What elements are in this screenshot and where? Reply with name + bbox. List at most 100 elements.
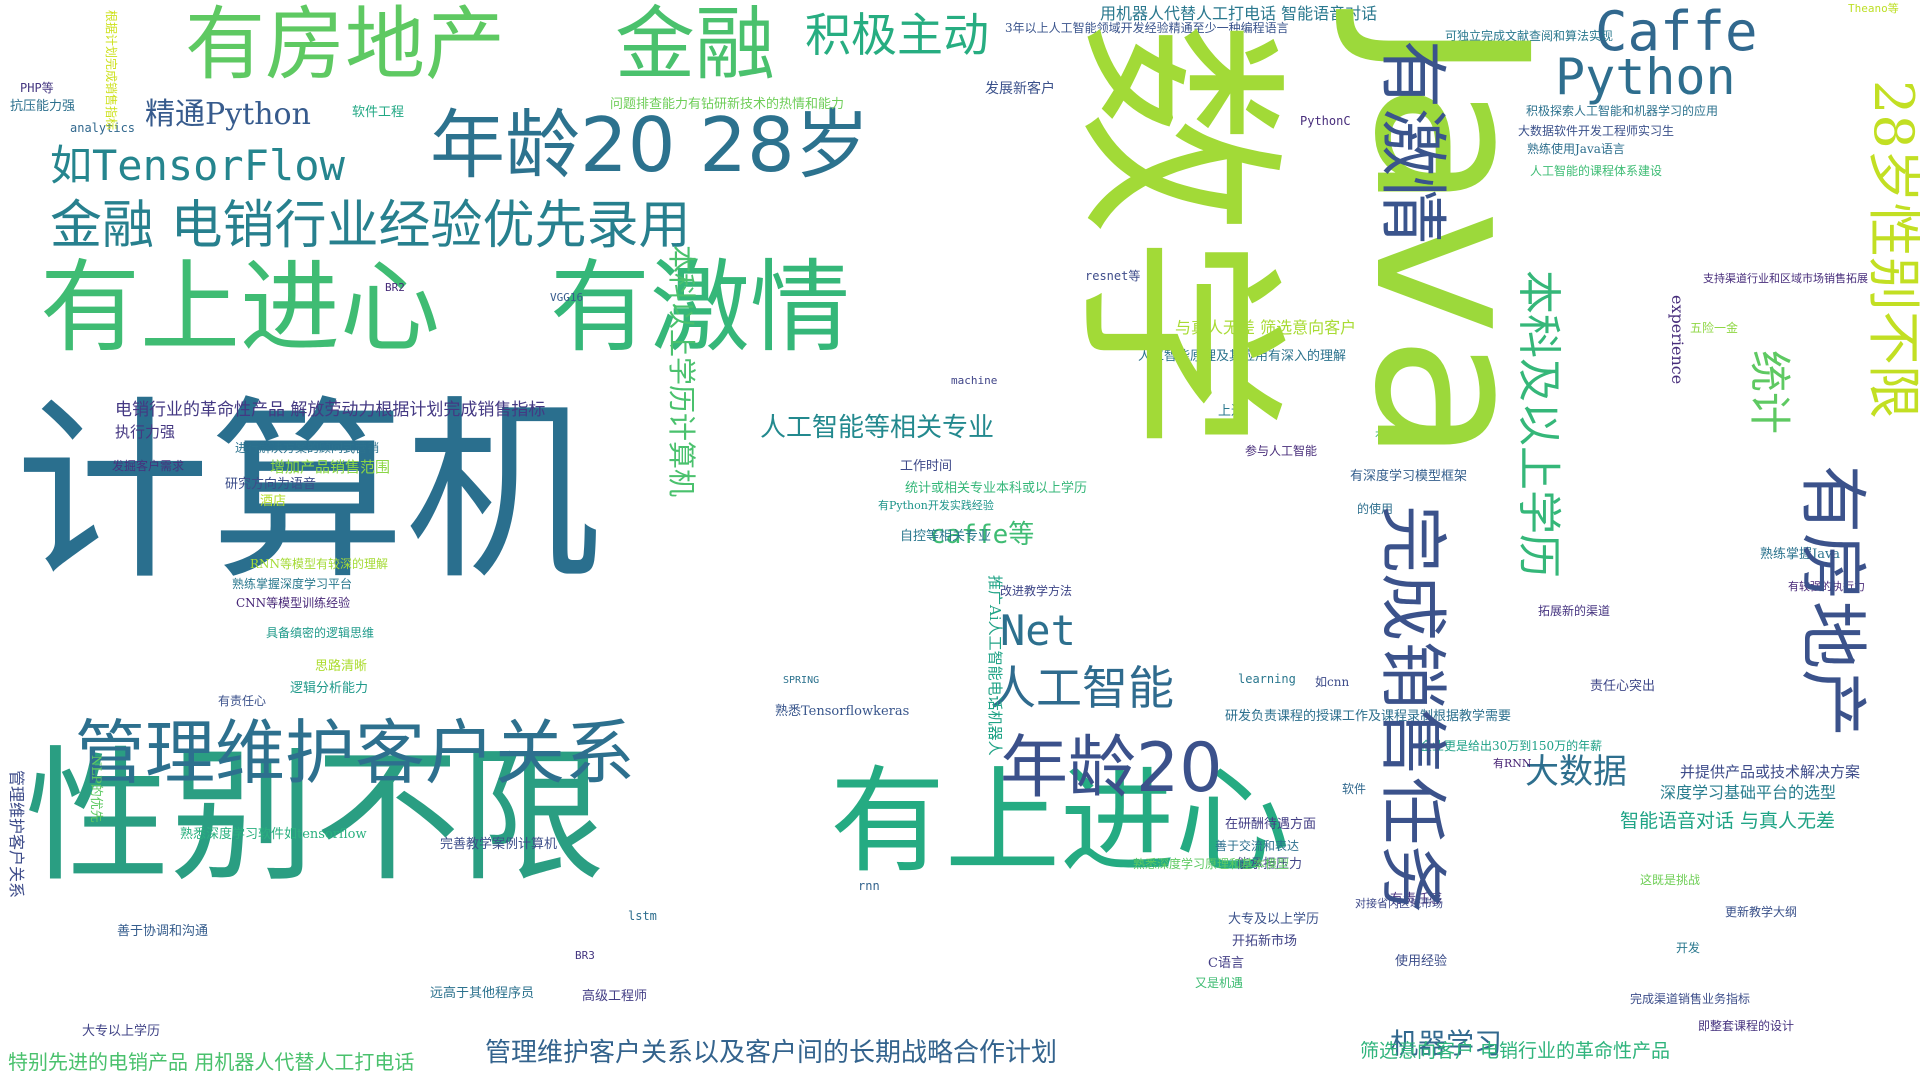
- word-tiny: 改进教学方法: [1000, 584, 1073, 598]
- word-tiny: rnn: [858, 879, 880, 893]
- word-medium: 金融: [615, 0, 775, 91]
- word-tiny: 熟悉Tensorflowkeras: [775, 704, 910, 719]
- word-tiny: 工作时间: [900, 459, 953, 474]
- word-tiny: 善于协调和沟通: [117, 924, 209, 939]
- word-tiny: 责任心突出: [1590, 679, 1656, 694]
- word-medium: 年龄20: [1000, 729, 1223, 808]
- word-tiny: 增加产品销售范围: [270, 458, 391, 476]
- word-small: 机器学习: [1390, 1027, 1503, 1060]
- word-tiny: 3年以上人工智能领域开发经验精通至少一种编程语言: [1005, 21, 1289, 35]
- word-tiny: SPRING: [783, 675, 820, 686]
- word-tiny: VGG16: [550, 291, 584, 304]
- word-tiny: 有RNN: [1493, 757, 1532, 770]
- word-tiny: 抗压能力强: [10, 99, 76, 114]
- word-vertical: 本科及以上学历: [1513, 270, 1564, 578]
- word-large: 性别不限: [25, 733, 605, 902]
- word-tiny: 大数据软件开发工程师实习生: [1518, 124, 1675, 138]
- word-small: 管理维护客户关系以及客户间的长期战略合作计划: [485, 1038, 1058, 1068]
- word-tiny: 参与人工智能: [1245, 444, 1318, 458]
- word-tiny: 能承担压力: [1237, 857, 1303, 872]
- word-tiny: 发掘客户需求: [112, 459, 185, 473]
- word-vertical: 本科以上学历计算机: [665, 245, 698, 498]
- word-medium: Python: [1555, 48, 1736, 106]
- word-vertical: 有房地产: [1792, 465, 1871, 738]
- word-vertical: 推广Ai人工智能电话机器人: [986, 575, 1004, 756]
- word-vertical: 统计: [1745, 350, 1794, 435]
- word-tiny: analytics: [70, 121, 136, 135]
- word-vertical: 28岁性别不限: [1862, 80, 1920, 419]
- word-tiny: 开发: [1676, 941, 1701, 955]
- word-tiny: 有较强的执行力: [1788, 580, 1865, 593]
- word-tiny: C语言: [1208, 956, 1244, 971]
- word-tiny: 熟练掌握深度学习平台: [232, 577, 353, 591]
- word-medium: 积极主动: [805, 8, 989, 62]
- word-tiny: 积极探索人工智能和机器学习的应用: [1526, 104, 1719, 118]
- word-tiny: 进行解决方案的顾问式营销: [235, 441, 380, 455]
- word-small: 人工智能等相关专业: [760, 413, 995, 443]
- word-medium: 如TensorFlow: [50, 141, 345, 190]
- word-tiny: 熟练掌握Java: [1760, 547, 1841, 562]
- word-tiny: 上进: [1218, 404, 1245, 419]
- word-large: 计算机: [15, 379, 600, 606]
- word-large: 有上进心: [830, 755, 1291, 889]
- word-tiny: 大专以上学历: [82, 1024, 161, 1039]
- word-medium: 金融 电销行业经验优先录用: [50, 196, 691, 256]
- word-tiny: 熟悉深度学习软件如tensorflow: [180, 827, 367, 842]
- word-tiny: RNN等模型有较深的理解: [250, 557, 389, 571]
- word-tiny: 有Python开发实践经验: [878, 499, 994, 512]
- word-tiny: 开拓新市场: [1232, 934, 1298, 949]
- word-tiny: machine: [951, 374, 998, 387]
- word-tiny: 对接省内区域市场: [1355, 897, 1443, 910]
- word-vertical: 根据计划完成销售指标: [104, 10, 118, 131]
- word-small: 筛选意向客户 电销行业的革命性产品: [1360, 1040, 1671, 1062]
- word-vertical: 有激情: [1372, 40, 1451, 245]
- word-large-vertical: 数学: [1052, 20, 1303, 450]
- word-large: 有上进心: [40, 249, 440, 366]
- word-tiny: 这既是挑战: [1640, 873, 1701, 887]
- word-vertical: 完成销售任务: [1372, 505, 1451, 914]
- word-tiny: Theano等: [1848, 2, 1899, 15]
- word-tiny: CNN等模型训练经验: [236, 596, 351, 610]
- word-tiny: 有责任心: [218, 694, 267, 708]
- word-tiny: 具备缜密的逻辑思维: [266, 626, 375, 640]
- word-tiny: 软件: [1342, 782, 1367, 796]
- word-tiny: BR3: [575, 949, 595, 962]
- word-tiny: 如cnn: [1315, 675, 1350, 689]
- word-tiny: 执行力强: [115, 423, 176, 441]
- word-small: 精通Python: [145, 97, 311, 132]
- word-small: 大数据: [1525, 752, 1627, 792]
- word-tiny: 发展新客户: [985, 81, 1055, 97]
- word-tiny: 熟练使用Java语言: [1527, 142, 1625, 156]
- word-tiny: 又是机遇: [1195, 976, 1244, 990]
- word-tiny: 酒店: [260, 494, 287, 509]
- word-tiny: 拓展新的渠道: [1538, 604, 1611, 618]
- word-tiny: lstm: [628, 909, 657, 923]
- word-tiny: 软件工程: [352, 105, 405, 120]
- word-tiny: 完成渠道销售业务指标: [1630, 992, 1751, 1006]
- word-tiny: 逻辑分析能力: [290, 681, 369, 696]
- word-small: 并提供产品或技术解决方案: [1680, 763, 1861, 781]
- word-tiny: 支持渠道行业和区域市场销售拓展: [1703, 272, 1868, 285]
- word-tiny: 问题排查能力有钻研新技术的热情和能力: [610, 97, 845, 112]
- word-tiny: 在研酬待遇方面: [1225, 817, 1317, 832]
- word-tiny: 有责任感: [1390, 892, 1443, 907]
- word-medium: 有房地产: [185, 0, 505, 91]
- word-tiny: 高级工程师: [582, 989, 648, 1004]
- word-tiny: 大专及以上学历: [1228, 912, 1320, 927]
- word-tiny: 的使用: [1357, 502, 1394, 516]
- word-small: 特别先进的电销产品 用机器人代替人工打电话: [8, 1050, 415, 1074]
- word-tiny: 熟悉深度学习原理和基本模型: [1133, 857, 1290, 871]
- word-tiny: 完善教学案例计算机: [440, 837, 558, 852]
- word-tiny: 有深度学习模型框架: [1350, 469, 1468, 484]
- word-small: 用机器人代替人工打电话 智能语音对话: [1100, 4, 1378, 23]
- word-small: 与真人无差 筛选意向客户: [1175, 318, 1357, 337]
- word-small: 人工智能原理及其应用有深入的理解: [1138, 349, 1347, 364]
- word-tiny: 统计或相关专业本科或以上学历: [905, 481, 1088, 496]
- word-tiny: 可独立完成文献查阅和算法实现: [1445, 29, 1614, 43]
- word-medium: 人工智能: [990, 661, 1174, 715]
- word-tiny: 即整套课程的设计: [1698, 1019, 1795, 1033]
- word-tiny: 使用经验: [1395, 954, 1448, 969]
- word-vertical: 管理维护客户关系: [7, 770, 26, 899]
- word-tiny: 企业更是给出30万到150万的年薪: [1420, 739, 1603, 753]
